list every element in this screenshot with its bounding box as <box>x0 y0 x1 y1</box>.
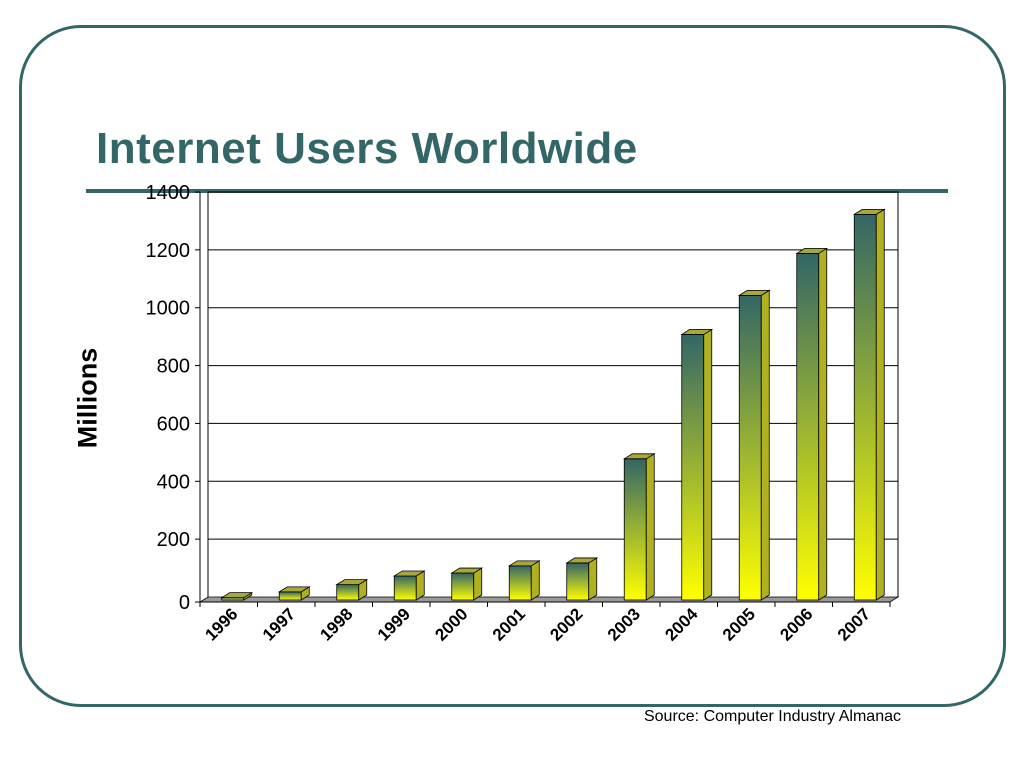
y-tick-label: 1200 <box>146 240 191 262</box>
bar-front <box>796 253 820 601</box>
bar-top <box>680 329 714 335</box>
bar-top <box>737 289 771 296</box>
bar <box>450 567 484 601</box>
bar-top <box>450 567 484 574</box>
bars <box>220 208 886 601</box>
bar <box>737 289 771 601</box>
x-tick-label: 2000 <box>431 604 471 644</box>
y-axis: 0 200 400 600 800 1000 1200 1400 <box>146 182 201 614</box>
y-tick-label: 1000 <box>146 298 191 320</box>
x-axis: 1996 1997 1998 1999 2000 2001 2002 2003 2004 2005… <box>199 601 891 645</box>
plot-border <box>207 191 899 597</box>
x-tick-label: 2001 <box>489 604 529 644</box>
bar-top <box>565 557 599 564</box>
y-tick-label: 1400 <box>146 182 191 204</box>
bar <box>565 557 599 601</box>
bar <box>220 591 254 601</box>
bar-front <box>508 565 532 601</box>
y-axis-label: Millions <box>72 347 103 449</box>
x-tick-label: 1996 <box>201 604 241 644</box>
source-note: Source: Computer Industry Almanac <box>643 708 901 725</box>
bar-front <box>566 562 590 601</box>
bar-top <box>622 453 656 460</box>
bar-side <box>473 567 483 601</box>
bar-side <box>530 560 540 601</box>
bar-front <box>393 575 417 601</box>
bar <box>622 453 656 601</box>
bar-front <box>336 584 360 601</box>
bar-side <box>818 247 828 601</box>
x-tick-label: 1998 <box>316 604 356 644</box>
y-tick-label: 0 <box>179 592 190 614</box>
bar-side <box>588 557 598 601</box>
bar-side <box>703 328 713 601</box>
y-tick-label: 800 <box>157 356 190 378</box>
x-tick-label: 2002 <box>546 604 586 644</box>
bar-top <box>335 579 369 586</box>
x-tick-label: 2003 <box>604 604 644 644</box>
x-tick-label: 1999 <box>374 604 414 644</box>
bar-side <box>645 453 655 601</box>
bar-side <box>875 208 885 601</box>
bar-front <box>623 458 647 601</box>
x-tick-label: 2007 <box>834 604 874 644</box>
bar <box>852 208 886 601</box>
y-tick-label: 400 <box>157 471 190 493</box>
bar-top <box>277 586 311 593</box>
bar-top <box>392 570 426 577</box>
bar-top <box>507 560 541 567</box>
x-tick-label: 2004 <box>661 604 702 645</box>
bar-front <box>738 294 762 601</box>
title-rule <box>86 189 948 193</box>
bar-top <box>852 208 886 215</box>
slide-frame <box>19 25 1006 707</box>
y-tick-label: 200 <box>157 529 190 551</box>
x-tick-label: 1997 <box>259 604 299 644</box>
bar <box>795 247 829 601</box>
bar <box>392 570 426 601</box>
bar <box>335 578 369 601</box>
bar <box>507 560 541 601</box>
bar-front <box>451 572 475 601</box>
bar-top <box>220 592 254 599</box>
gridlines <box>208 191 898 540</box>
plot-area <box>198 191 900 603</box>
bar-front <box>278 591 302 601</box>
bar <box>680 328 714 601</box>
x-tick-label: 2005 <box>719 604 759 644</box>
bar-side <box>760 289 770 601</box>
bar-top <box>795 248 829 254</box>
slide-title: Internet Users Worldwide <box>96 124 638 173</box>
bar-front <box>853 213 877 601</box>
y-tick-label: 600 <box>157 413 190 435</box>
x-tick-label: 2006 <box>776 604 816 644</box>
bar <box>277 586 311 601</box>
bar-front <box>681 334 705 601</box>
